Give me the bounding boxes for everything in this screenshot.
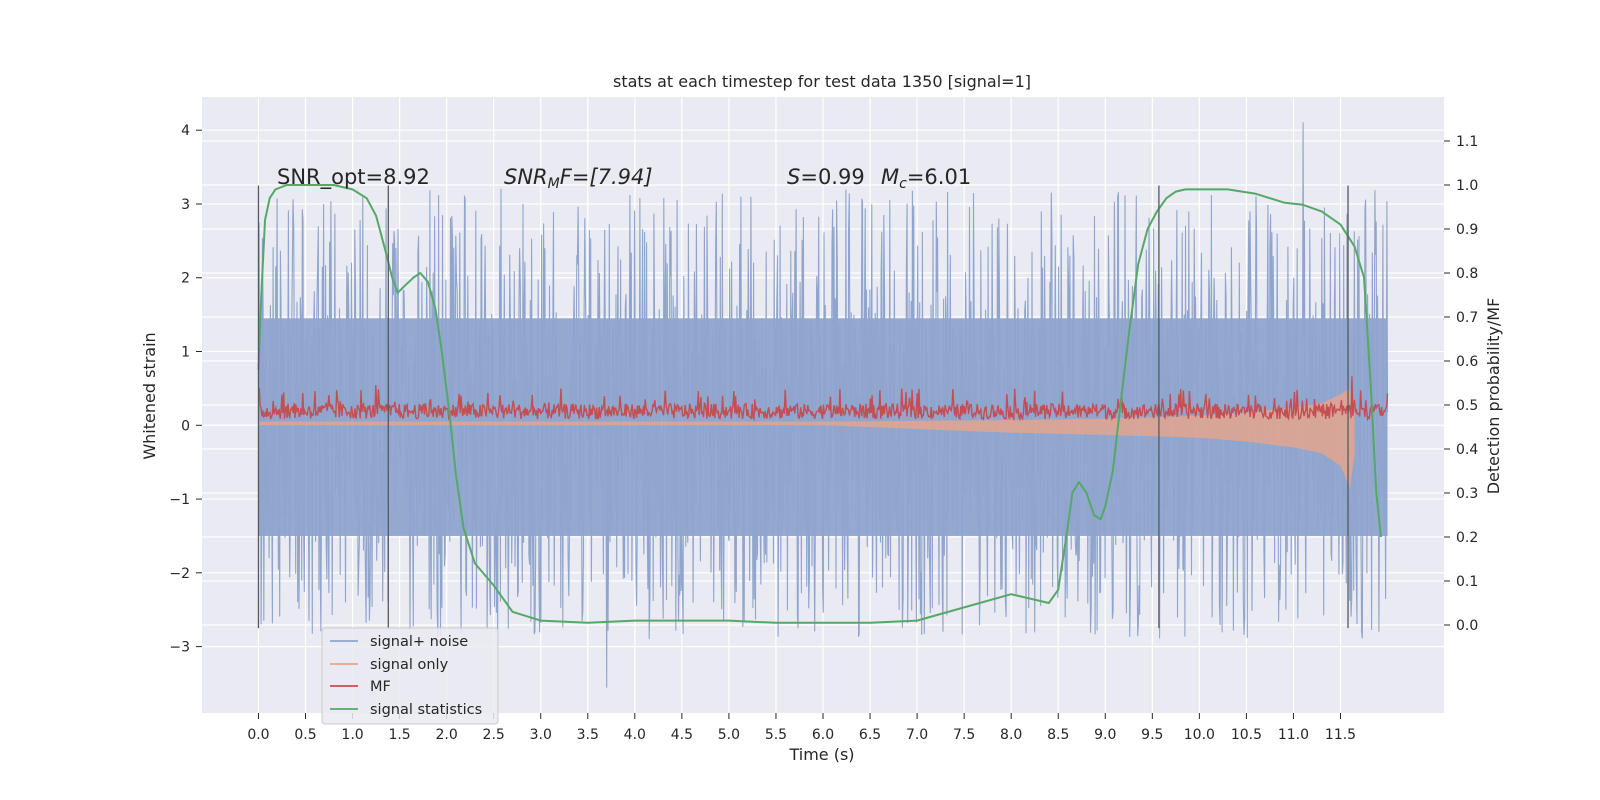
y-right-tick-label: 0.8 <box>1456 266 1478 282</box>
legend-label-signal-only: signal only <box>370 657 449 673</box>
y-right-tick-label: 0.4 <box>1456 442 1478 458</box>
mf-line <box>258 376 1389 422</box>
snr-mf-annotation: SNRMF=[7.94] <box>504 165 653 192</box>
y-right-tick-label: 1.0 <box>1456 178 1478 194</box>
x-tick-label: 11.0 <box>1278 727 1309 743</box>
x-tick-label: 3.5 <box>577 727 599 743</box>
legend-label-signal-statistics: signal statistics <box>370 702 482 718</box>
y-left-tick-label: −2 <box>169 566 190 582</box>
series-layer <box>257 122 1389 688</box>
mc-annotation: Mc=6.01 <box>881 165 971 192</box>
x-tick-label: 0.5 <box>294 727 316 743</box>
y-axis-label-right: Detection probability/MF <box>1484 298 1503 495</box>
x-tick-label: 4.0 <box>624 727 646 743</box>
y-axis-label-left: Whitened strain <box>140 332 159 459</box>
snr-mf-prefix: SNR <box>504 165 548 189</box>
x-tick-label: 4.5 <box>671 727 693 743</box>
y-left-tick-label: 3 <box>181 197 190 213</box>
y-right-tick-label: 0.3 <box>1456 486 1478 502</box>
x-tick-label: 9.5 <box>1141 727 1163 743</box>
snr-mf-sub: M <box>548 176 560 192</box>
mc-sub: c <box>899 176 907 192</box>
y-left-tick-label: 0 <box>181 418 190 434</box>
x-tick-label: 1.5 <box>388 727 410 743</box>
x-axis-label: Time (s) <box>788 745 854 764</box>
x-tick-label: 7.5 <box>953 727 975 743</box>
x-tick-label: 11.5 <box>1325 727 1356 743</box>
x-tick-label: 5.0 <box>718 727 740 743</box>
vertical-markers <box>257 185 1349 629</box>
mc-value: =6.01 <box>907 165 971 189</box>
annotations: SNR_opt=8.92 SNRMF=[7.94] S=0.99 Mc=6.01 <box>277 165 971 192</box>
x-tick-label: 5.5 <box>765 727 787 743</box>
x-tick-label: 6.0 <box>812 727 834 743</box>
ticks: 0.0 0.5 1.0 1.5 2.0 2.5 3.0 3.5 4.0 4.5 5.0 5.5 6.0 6… <box>169 123 1478 743</box>
y-right-tick-label: 0.7 <box>1456 310 1478 326</box>
y-left-tick-label: −3 <box>169 640 190 656</box>
signal-noise-line <box>257 122 1389 688</box>
y-right-tick-label: 0.0 <box>1456 618 1478 634</box>
legend-label-mf: MF <box>370 679 391 695</box>
y-left-tick-label: 4 <box>181 123 190 139</box>
y-left-tick-label: −1 <box>169 492 190 508</box>
y-right-tick-label: 0.1 <box>1456 574 1478 590</box>
mc-prefix: M <box>881 165 899 189</box>
x-tick-label: 7.0 <box>906 727 928 743</box>
x-tick-label: 8.5 <box>1047 727 1069 743</box>
s-value: =0.99 <box>800 165 864 189</box>
snr-opt-annotation: SNR_opt=8.92 <box>277 165 430 190</box>
x-tick-label: 3.0 <box>530 727 552 743</box>
x-tick-label: 0.0 <box>247 727 269 743</box>
y-right-tick-label: 0.5 <box>1456 398 1478 414</box>
s-prefix: S <box>787 165 800 189</box>
y-right-tick-label: 0.9 <box>1456 222 1478 238</box>
legend-label-signal-noise: signal+ noise <box>370 634 468 650</box>
x-tick-label: 8.0 <box>1000 727 1022 743</box>
s-annotation: S=0.99 <box>787 165 865 189</box>
y-left-tick-label: 1 <box>181 345 190 361</box>
y-right-tick-label: 0.6 <box>1456 354 1478 370</box>
y-left-tick-label: 2 <box>181 271 190 287</box>
chart-title: stats at each timestep for test data 135… <box>613 72 1031 91</box>
legend: signal+ noise signal only MF signal stat… <box>321 627 499 725</box>
x-tick-label: 6.5 <box>859 727 881 743</box>
x-tick-label: 10.0 <box>1184 727 1215 743</box>
legend-box <box>321 627 499 725</box>
x-tick-label: 9.0 <box>1094 727 1116 743</box>
snr-mf-suffix-f: F=[7.94] <box>560 165 653 189</box>
x-tick-label: 10.5 <box>1231 727 1262 743</box>
x-tick-label: 2.5 <box>483 727 505 743</box>
signal-statistics-line <box>257 184 1382 624</box>
x-tick-label: 2.0 <box>436 727 458 743</box>
x-tick-label: 1.0 <box>341 727 363 743</box>
y-right-tick-label: 1.1 <box>1456 134 1478 150</box>
y-right-tick-label: 0.2 <box>1456 530 1478 546</box>
